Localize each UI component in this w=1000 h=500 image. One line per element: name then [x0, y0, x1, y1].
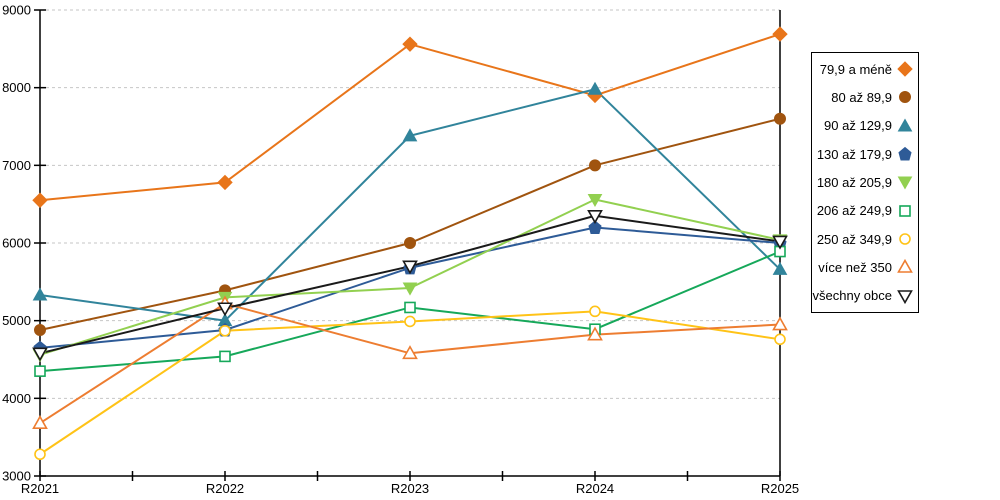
y-axis-label: 4000: [2, 391, 31, 406]
legend-label: 80 až 89,9: [831, 89, 892, 105]
data-point-diamond: [772, 26, 788, 42]
legend-item: 250 až 349,9: [812, 231, 918, 247]
legend-marker-diamond-icon: [897, 61, 913, 77]
data-point-triangle-up: [587, 81, 603, 95]
data-point-circle: [774, 112, 786, 125]
y-axis-label: 3000: [2, 469, 31, 484]
legend-label: více než 350: [818, 259, 892, 275]
legend-marker-triangle-down-icon: [897, 176, 913, 190]
data-point-circle: [589, 305, 601, 318]
data-point-circle: [34, 323, 46, 336]
x-axis-label: R2021: [21, 481, 59, 496]
data-point-triangle-down: [217, 302, 233, 317]
data-point-triangle-down: [402, 260, 418, 275]
data-point-diamond: [217, 174, 233, 191]
y-axis-label: 8000: [2, 80, 31, 95]
y-axis-label: 9000: [2, 3, 31, 18]
data-point-square: [404, 301, 416, 314]
data-point-triangle-up: [402, 128, 418, 142]
data-point-square: [219, 350, 231, 363]
legend-item: více než 350: [812, 259, 918, 275]
data-point-pentagon: [588, 220, 602, 234]
legend-label: 90 až 129,9: [824, 118, 892, 134]
series-line: [39, 310, 781, 456]
y-axis-label: 6000: [2, 236, 31, 251]
legend-label: 130 až 179,9: [816, 146, 892, 162]
legend-label: 206 až 249,9: [816, 203, 892, 219]
data-point-triangle-down: [897, 176, 913, 190]
legend-marker-triangle-up-icon: [897, 118, 913, 132]
x-axis-label: R2024: [576, 481, 614, 496]
data-point-triangle-down: [587, 210, 603, 224]
data-point-triangle-up: [772, 316, 788, 331]
legend-item: 130 až 179,9: [812, 146, 918, 162]
legend-item: 90 až 129,9: [812, 118, 918, 134]
legend-marker-circle-icon: [899, 233, 911, 245]
data-point-circle: [34, 448, 46, 461]
data-point-circle: [774, 333, 786, 346]
data-point-triangle-down: [32, 347, 48, 362]
x-axis-label: R2023: [391, 481, 429, 496]
data-point-triangle-down: [402, 282, 418, 296]
data-point-triangle-up: [32, 415, 48, 429]
data-point-pentagon: [898, 146, 912, 161]
series-line: [39, 33, 781, 202]
legend-item: 180 až 205,9: [812, 174, 918, 190]
legend-item: všechny obce: [812, 288, 918, 304]
data-point-triangle-down: [587, 194, 603, 208]
data-point-triangle-down: [772, 235, 788, 250]
data-point-diamond: [402, 36, 418, 52]
data-point-triangle-up: [32, 287, 48, 301]
data-point-circle: [404, 315, 416, 328]
data-point-square: [34, 365, 46, 377]
legend-marker-triangle-down-icon: [897, 289, 913, 304]
y-axis-label: 5000: [2, 313, 31, 328]
data-point-triangle-up: [587, 326, 603, 341]
x-axis-label: R2022: [206, 481, 244, 496]
legend-marker-circle-icon: [899, 91, 911, 104]
data-point-circle: [404, 237, 416, 249]
data-point-triangle-up: [897, 118, 913, 132]
legend-label: 79,9 a méně: [819, 61, 892, 77]
data-point-diamond: [897, 61, 913, 77]
legend-marker-square-icon: [899, 204, 911, 217]
legend-marker-triangle-up-icon: [897, 259, 913, 274]
legend-label: všechny obce: [812, 288, 893, 304]
legend-label: 180 až 205,9: [816, 174, 892, 190]
data-point-diamond: [32, 192, 48, 208]
legend: 79,9 a méně 80 až 89,9 90 až 129,9 130 až 1…: [811, 52, 919, 313]
legend-item: 80 až 89,9: [812, 89, 918, 105]
x-axis-label: R2025: [761, 481, 799, 496]
data-point-square: [899, 204, 911, 217]
data-point-triangle-up: [402, 345, 418, 360]
data-point-circle: [899, 233, 911, 245]
legend-marker-pentagon-icon: [898, 146, 912, 161]
y-axis-label: 7000: [2, 158, 31, 173]
data-point-triangle-down: [897, 289, 913, 304]
data-point-triangle-up: [772, 261, 788, 275]
data-point-circle: [899, 91, 911, 104]
data-point-triangle-up: [897, 259, 913, 274]
legend-label: 250 až 349,9: [816, 231, 892, 247]
legend-item: 79,9 a méně: [812, 61, 918, 77]
data-point-circle: [589, 159, 601, 172]
data-point-circle: [219, 324, 231, 337]
legend-item: 206 až 249,9: [812, 203, 918, 219]
